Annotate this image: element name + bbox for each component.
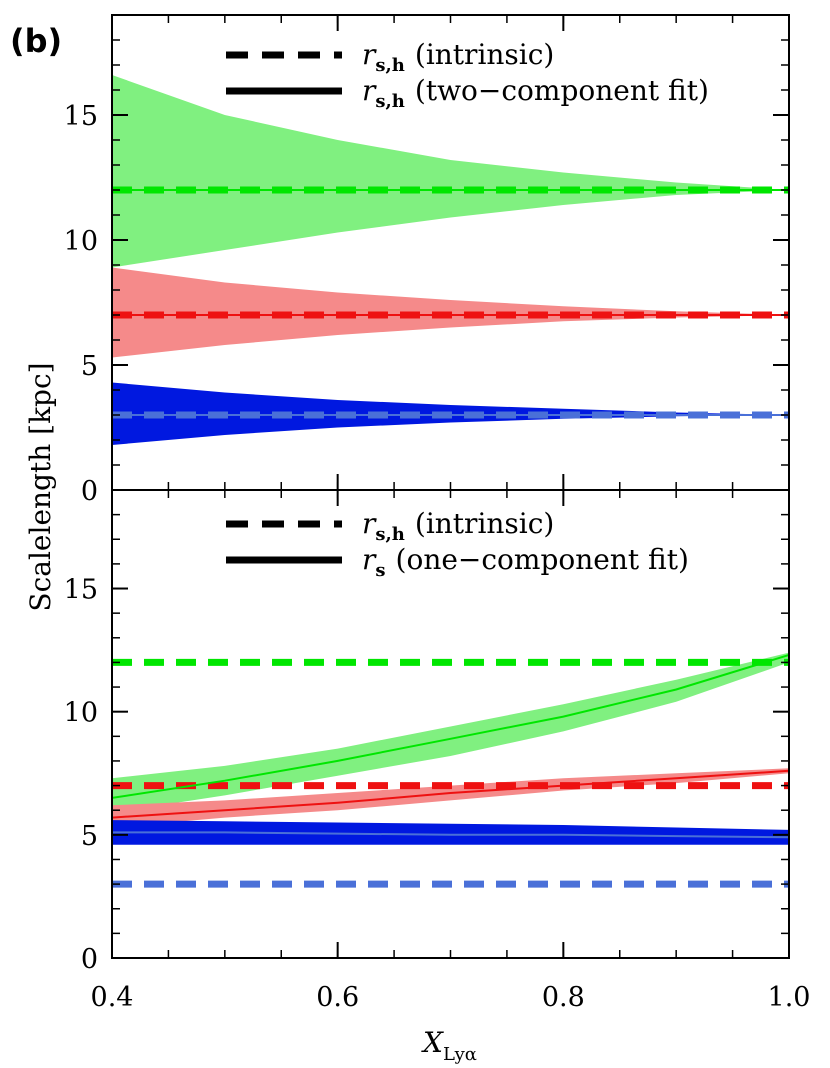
bottom-legend: rs,h (intrinsic) rs (one−component fit) xyxy=(226,507,689,581)
y-tick-label: 10 xyxy=(64,226,98,257)
y-tick-label: 15 xyxy=(64,101,98,132)
x-tick-label: 1.0 xyxy=(768,982,811,1013)
top-legend: rs,h (intrinsic) rs,h (two−component fit) xyxy=(226,38,709,112)
bottom-plot-area xyxy=(112,652,789,888)
x-tick-label: 0.8 xyxy=(542,982,585,1013)
panel-label: (b) xyxy=(10,22,62,60)
top-panel-ticks: 0 5 10 15 xyxy=(64,15,790,507)
bottom-panel: 0 5 10 15 rs,h (intrinsic) rs (one−component … xyxy=(64,489,790,975)
x-axis-label: XLyα xyxy=(421,1026,477,1065)
red-fit-line xyxy=(112,769,789,819)
legend-entry-fit: rs,h (two−component fit) xyxy=(362,74,709,112)
blue-fit-line xyxy=(112,831,789,839)
x-axis-ticks: 0.4 0.6 0.8 1.0 xyxy=(91,982,811,1013)
green-uncertainty-band xyxy=(112,75,789,268)
y-tick-label: 5 xyxy=(81,821,98,852)
y-tick-label: 0 xyxy=(81,944,98,975)
legend-entry-intrinsic: rs,h (intrinsic) xyxy=(362,507,554,545)
y-tick-label: 0 xyxy=(81,476,98,507)
x-tick-label: 0.4 xyxy=(91,982,134,1013)
y-tick-label: 15 xyxy=(64,575,98,606)
y-tick-label: 5 xyxy=(81,351,98,382)
red-uncertainty-band xyxy=(112,768,789,828)
bottom-panel-ticks: 0 5 10 15 xyxy=(64,490,790,975)
green-uncertainty-band xyxy=(112,652,789,813)
legend-entry-intrinsic: rs,h (intrinsic) xyxy=(362,38,554,76)
green-fit-line xyxy=(112,654,789,799)
x-tick-label: 0.6 xyxy=(316,982,359,1013)
y-axis-label: Scalelength [kpc] xyxy=(24,362,57,611)
blue-uncertainty-band xyxy=(112,820,789,845)
y-tick-label: 10 xyxy=(64,698,98,729)
top-plot-area xyxy=(112,75,789,445)
top-panel: 0 5 10 15 rs,h (intrinsic) rs,h (two−componen… xyxy=(64,14,790,507)
legend-entry-fit: rs (one−component fit) xyxy=(362,543,689,581)
